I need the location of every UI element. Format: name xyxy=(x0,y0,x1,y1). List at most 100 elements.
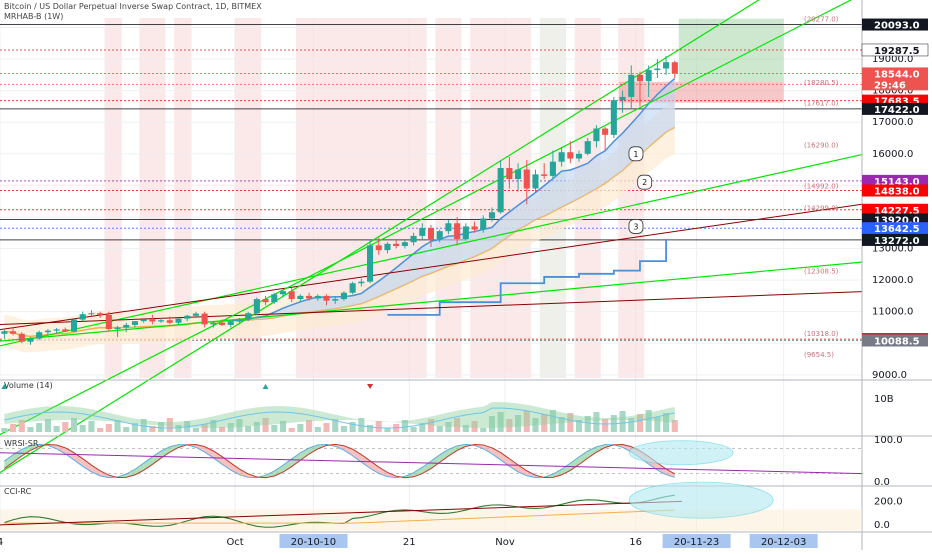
volume-bar xyxy=(236,419,243,432)
candle-body xyxy=(210,322,217,325)
candle-body xyxy=(375,245,382,251)
wave-tick-label: 0.0 xyxy=(874,477,890,488)
candle-body xyxy=(575,153,583,159)
volume-bar xyxy=(271,425,278,432)
volume-bar xyxy=(105,424,112,432)
wave-fill-segment xyxy=(587,446,597,459)
candle-body xyxy=(192,313,199,316)
price-tick-label: 13000.0 xyxy=(872,244,913,255)
volume-bar xyxy=(636,414,644,432)
volume-bar xyxy=(201,424,208,432)
level-annotation: (14299.0) xyxy=(804,205,839,213)
signal-zone xyxy=(435,18,462,378)
wave-fill-segment xyxy=(4,454,14,469)
wave-fill-segment xyxy=(422,461,431,474)
price-level-badge xyxy=(861,43,929,57)
volume-bar xyxy=(210,420,217,432)
candle-body xyxy=(62,329,69,332)
volume-bar xyxy=(131,423,139,432)
volume-bar xyxy=(18,420,25,432)
candle-body xyxy=(123,324,130,328)
volume-bar xyxy=(114,420,121,432)
price-level-label: 19287.5 xyxy=(874,46,920,57)
wave-fill-segment xyxy=(579,451,588,465)
price-tick-label: 11000.0 xyxy=(872,307,913,318)
volume-bar xyxy=(340,426,347,432)
price-tick-label: 18000.0 xyxy=(872,86,913,97)
level-annotation: (10318.0) xyxy=(804,330,839,338)
candle-body xyxy=(149,319,156,322)
volume-bar xyxy=(88,421,95,432)
level-annotation: (12308.5) xyxy=(804,267,839,275)
candle-body xyxy=(349,283,356,293)
volume-bar xyxy=(515,415,522,432)
candle-body xyxy=(367,245,374,282)
volume-bar xyxy=(323,423,330,432)
volume-bar xyxy=(567,413,574,432)
candle-body xyxy=(445,223,452,232)
volume-bar xyxy=(532,418,539,432)
candle-body xyxy=(271,294,278,303)
cci-trend-line xyxy=(0,500,683,526)
candle-body xyxy=(27,338,34,342)
indicator-name: MRHAB-B (1W) xyxy=(4,12,64,21)
trend-line-green xyxy=(0,0,853,436)
candle-body xyxy=(532,174,539,189)
volume-bar xyxy=(262,418,269,432)
candle-body xyxy=(427,228,435,240)
wave-fill-segment xyxy=(378,467,388,477)
wave-fill-segment xyxy=(152,451,162,465)
volume-bar xyxy=(575,420,583,432)
volume-pane-label: Volume (14) xyxy=(4,381,53,390)
candle-body xyxy=(419,228,426,236)
candle-body xyxy=(471,226,478,230)
time-tick-label: 21 xyxy=(403,537,416,548)
candle-body xyxy=(671,62,678,74)
candle-body xyxy=(340,292,347,300)
price-tick-label: 17000.0 xyxy=(872,117,913,128)
stop-zone xyxy=(618,81,784,103)
wave-pane-label: WRSI-SR xyxy=(4,439,39,448)
wave-slow-line xyxy=(4,443,676,479)
level-annotation: (9654.5) xyxy=(804,351,834,359)
time-tick-label: 20-10-10 xyxy=(291,537,336,548)
candle-body xyxy=(332,299,339,301)
candle-body xyxy=(488,212,495,219)
candle-body xyxy=(53,329,60,331)
wave-fill-segment xyxy=(82,458,92,472)
price-level-label: 13642.5 xyxy=(874,224,920,235)
volume-bar xyxy=(253,422,260,432)
price-level-label: 15143.0 xyxy=(874,177,920,188)
volume-bar xyxy=(454,418,461,432)
candle-body xyxy=(645,70,652,82)
wave-label-box xyxy=(628,146,644,162)
candle-body xyxy=(140,319,147,322)
candle-body xyxy=(497,168,504,213)
wave-fill-segment xyxy=(518,465,527,476)
level-annotation: (16290.0) xyxy=(804,142,839,150)
candle-body xyxy=(166,320,173,323)
candle-body xyxy=(619,96,626,101)
candle-body xyxy=(105,314,112,330)
volume-bar xyxy=(628,418,635,432)
volume-bar xyxy=(602,419,609,432)
volume-bar xyxy=(663,413,670,432)
candle-body xyxy=(70,319,78,332)
time-tick-label: 20-11-23 xyxy=(674,537,719,548)
wave-fill-segment xyxy=(343,445,353,456)
volume-bar xyxy=(140,419,147,432)
candle-body xyxy=(97,313,104,315)
candle-body xyxy=(567,152,574,159)
level-annotation: (18280.5) xyxy=(804,79,839,87)
volume-bar xyxy=(70,418,78,432)
candle-body xyxy=(297,295,304,300)
cci-tick-label: 200.0 xyxy=(874,496,903,507)
wave-label-box xyxy=(637,174,653,190)
price-level-badge xyxy=(862,67,928,80)
price-level-badge xyxy=(862,102,928,115)
candle-body xyxy=(18,333,25,342)
chart-title: Bitcoin / US Dollar Perpetual Inverse Sw… xyxy=(4,2,262,11)
volume-signal-marker xyxy=(262,384,269,389)
